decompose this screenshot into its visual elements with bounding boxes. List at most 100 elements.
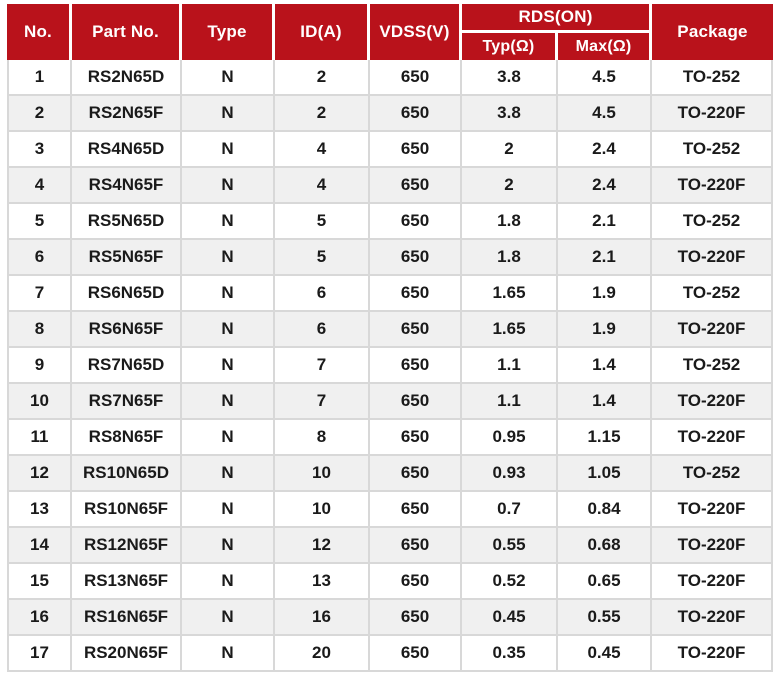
table-row: 11 RS8N65F N 8 650 0.95 1.15 TO-220F (7, 420, 773, 456)
cell-no: 1 (7, 60, 72, 96)
cell-rds_max: 0.55 (558, 600, 652, 636)
cell-no: 11 (7, 420, 72, 456)
header-type: Type (182, 4, 275, 60)
mosfet-spec-table: No. Part No. Type ID(A) VDSS(V) RDS(ON) … (7, 4, 773, 672)
header-no: No. (7, 4, 72, 60)
cell-part_no: RS20N65F (72, 636, 182, 672)
table-row: 13 RS10N65F N 10 650 0.7 0.84 TO-220F (7, 492, 773, 528)
cell-rds_typ: 0.35 (462, 636, 558, 672)
cell-id_a: 10 (275, 456, 370, 492)
cell-vdss_v: 650 (370, 60, 462, 96)
cell-no: 7 (7, 276, 72, 312)
cell-package: TO-252 (652, 132, 773, 168)
cell-vdss_v: 650 (370, 312, 462, 348)
cell-part_no: RS7N65F (72, 384, 182, 420)
cell-type: N (182, 384, 275, 420)
table-row: 10 RS7N65F N 7 650 1.1 1.4 TO-220F (7, 384, 773, 420)
header-rds-on: RDS(ON) (462, 4, 652, 33)
cell-package: TO-220F (652, 528, 773, 564)
cell-no: 2 (7, 96, 72, 132)
cell-id_a: 12 (275, 528, 370, 564)
cell-vdss_v: 650 (370, 132, 462, 168)
cell-id_a: 8 (275, 420, 370, 456)
cell-vdss_v: 650 (370, 168, 462, 204)
cell-type: N (182, 132, 275, 168)
cell-id_a: 6 (275, 276, 370, 312)
cell-part_no: RS4N65F (72, 168, 182, 204)
cell-part_no: RS6N65D (72, 276, 182, 312)
cell-rds_max: 0.45 (558, 636, 652, 672)
cell-part_no: RS5N65D (72, 204, 182, 240)
cell-package: TO-252 (652, 276, 773, 312)
header-package: Package (652, 4, 773, 60)
table-row: 15 RS13N65F N 13 650 0.52 0.65 TO-220F (7, 564, 773, 600)
cell-vdss_v: 650 (370, 384, 462, 420)
header-vdss-v: VDSS(V) (370, 4, 462, 60)
cell-rds_typ: 1.1 (462, 348, 558, 384)
header-rds-typ: Typ(Ω) (462, 33, 558, 60)
table-row: 8 RS6N65F N 6 650 1.65 1.9 TO-220F (7, 312, 773, 348)
cell-rds_typ: 3.8 (462, 60, 558, 96)
cell-package: TO-220F (652, 96, 773, 132)
cell-type: N (182, 456, 275, 492)
cell-vdss_v: 650 (370, 564, 462, 600)
cell-package: TO-252 (652, 456, 773, 492)
cell-type: N (182, 636, 275, 672)
cell-vdss_v: 650 (370, 420, 462, 456)
cell-package: TO-220F (652, 564, 773, 600)
cell-vdss_v: 650 (370, 492, 462, 528)
cell-no: 4 (7, 168, 72, 204)
cell-package: TO-220F (652, 492, 773, 528)
cell-type: N (182, 276, 275, 312)
cell-id_a: 4 (275, 168, 370, 204)
table-row: 7 RS6N65D N 6 650 1.65 1.9 TO-252 (7, 276, 773, 312)
cell-rds_max: 2.1 (558, 204, 652, 240)
cell-package: TO-252 (652, 60, 773, 96)
cell-part_no: RS10N65F (72, 492, 182, 528)
cell-rds_typ: 0.45 (462, 600, 558, 636)
cell-no: 14 (7, 528, 72, 564)
table-row: 1 RS2N65D N 2 650 3.8 4.5 TO-252 (7, 60, 773, 96)
cell-no: 3 (7, 132, 72, 168)
cell-part_no: RS10N65D (72, 456, 182, 492)
cell-type: N (182, 168, 275, 204)
cell-id_a: 13 (275, 564, 370, 600)
cell-id_a: 16 (275, 600, 370, 636)
cell-id_a: 5 (275, 204, 370, 240)
cell-part_no: RS4N65D (72, 132, 182, 168)
cell-rds_max: 2.4 (558, 168, 652, 204)
cell-no: 10 (7, 384, 72, 420)
cell-type: N (182, 60, 275, 96)
cell-type: N (182, 492, 275, 528)
cell-no: 13 (7, 492, 72, 528)
cell-part_no: RS13N65F (72, 564, 182, 600)
table-row: 5 RS5N65D N 5 650 1.8 2.1 TO-252 (7, 204, 773, 240)
cell-vdss_v: 650 (370, 456, 462, 492)
cell-part_no: RS8N65F (72, 420, 182, 456)
cell-vdss_v: 650 (370, 276, 462, 312)
cell-vdss_v: 650 (370, 204, 462, 240)
table-row: 4 RS4N65F N 4 650 2 2.4 TO-220F (7, 168, 773, 204)
cell-id_a: 7 (275, 384, 370, 420)
header-rds-max: Max(Ω) (558, 33, 652, 60)
table-row: 3 RS4N65D N 4 650 2 2.4 TO-252 (7, 132, 773, 168)
cell-part_no: RS2N65F (72, 96, 182, 132)
cell-type: N (182, 240, 275, 276)
cell-no: 8 (7, 312, 72, 348)
cell-type: N (182, 204, 275, 240)
cell-rds_max: 1.4 (558, 384, 652, 420)
table-row: 6 RS5N65F N 5 650 1.8 2.1 TO-220F (7, 240, 773, 276)
cell-id_a: 20 (275, 636, 370, 672)
cell-rds_typ: 1.8 (462, 204, 558, 240)
cell-rds_typ: 0.93 (462, 456, 558, 492)
cell-no: 15 (7, 564, 72, 600)
cell-no: 17 (7, 636, 72, 672)
cell-id_a: 6 (275, 312, 370, 348)
cell-no: 5 (7, 204, 72, 240)
cell-package: TO-220F (652, 240, 773, 276)
cell-rds_max: 0.65 (558, 564, 652, 600)
cell-id_a: 4 (275, 132, 370, 168)
cell-rds_typ: 1.1 (462, 384, 558, 420)
cell-package: TO-220F (652, 168, 773, 204)
